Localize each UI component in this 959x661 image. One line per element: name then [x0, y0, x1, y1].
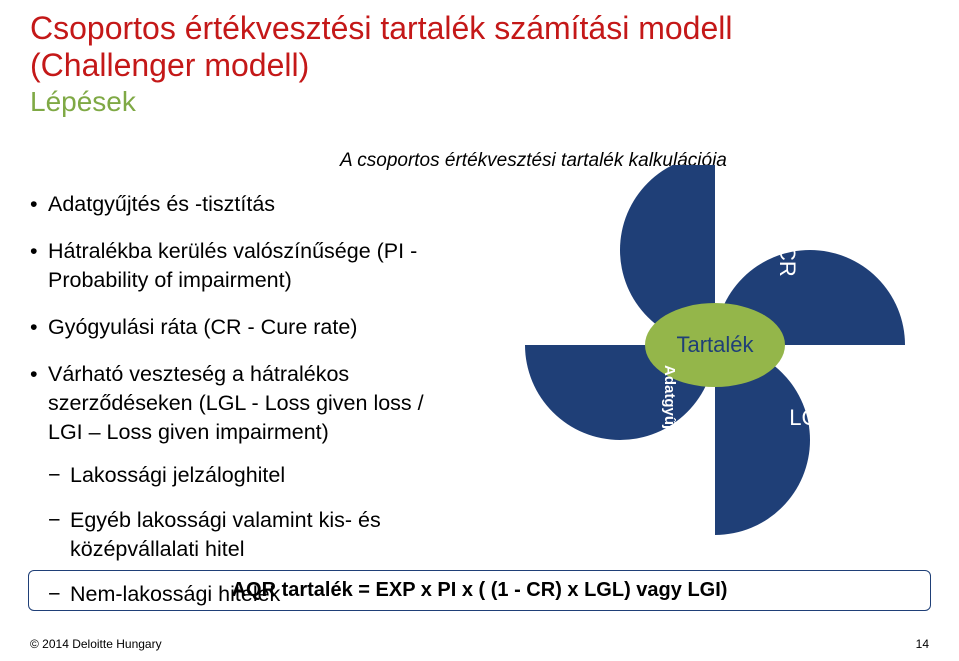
label-data-cleaning: Adatgyűjtés és -tisztítás [661, 365, 678, 537]
bullet-item: Hátralékba kerülés valószínűsége (PI - P… [30, 237, 450, 295]
bullet-subitem: Lakossági jelzáloghitel [48, 461, 450, 490]
pinwheel-diagram: Tartalék PI CR LGL Adatgyűjtés és -tiszt… [500, 165, 930, 555]
slide-steps-heading: Lépések [30, 84, 929, 120]
slide-title-line2: (Challenger modell) [30, 47, 929, 84]
bullet-item: Gyógyulási ráta (CR - Cure rate) [30, 313, 450, 342]
bullet-item: Adatgyűjtés és -tisztítás [30, 190, 450, 219]
formula-box: AQR tartalék = EXP x PI x ( (1 - CR) x L… [28, 570, 931, 611]
bullet-list: Adatgyűjtés és -tisztítás Hátralékba ker… [30, 190, 450, 627]
label-lgl: LGL [789, 405, 831, 430]
footer-copyright: © 2014 Deloitte Hungary [30, 637, 162, 651]
center-label: Tartalék [676, 332, 754, 357]
slide-title-line1: Csoportos értékvesztési tartalék számítá… [30, 10, 929, 47]
label-pi: PI [600, 265, 621, 290]
footer-pagenum: 14 [916, 637, 929, 651]
label-cr: CR [775, 245, 800, 277]
bullet-subitem: Egyéb lakossági valamint kis- és középvá… [48, 506, 450, 564]
